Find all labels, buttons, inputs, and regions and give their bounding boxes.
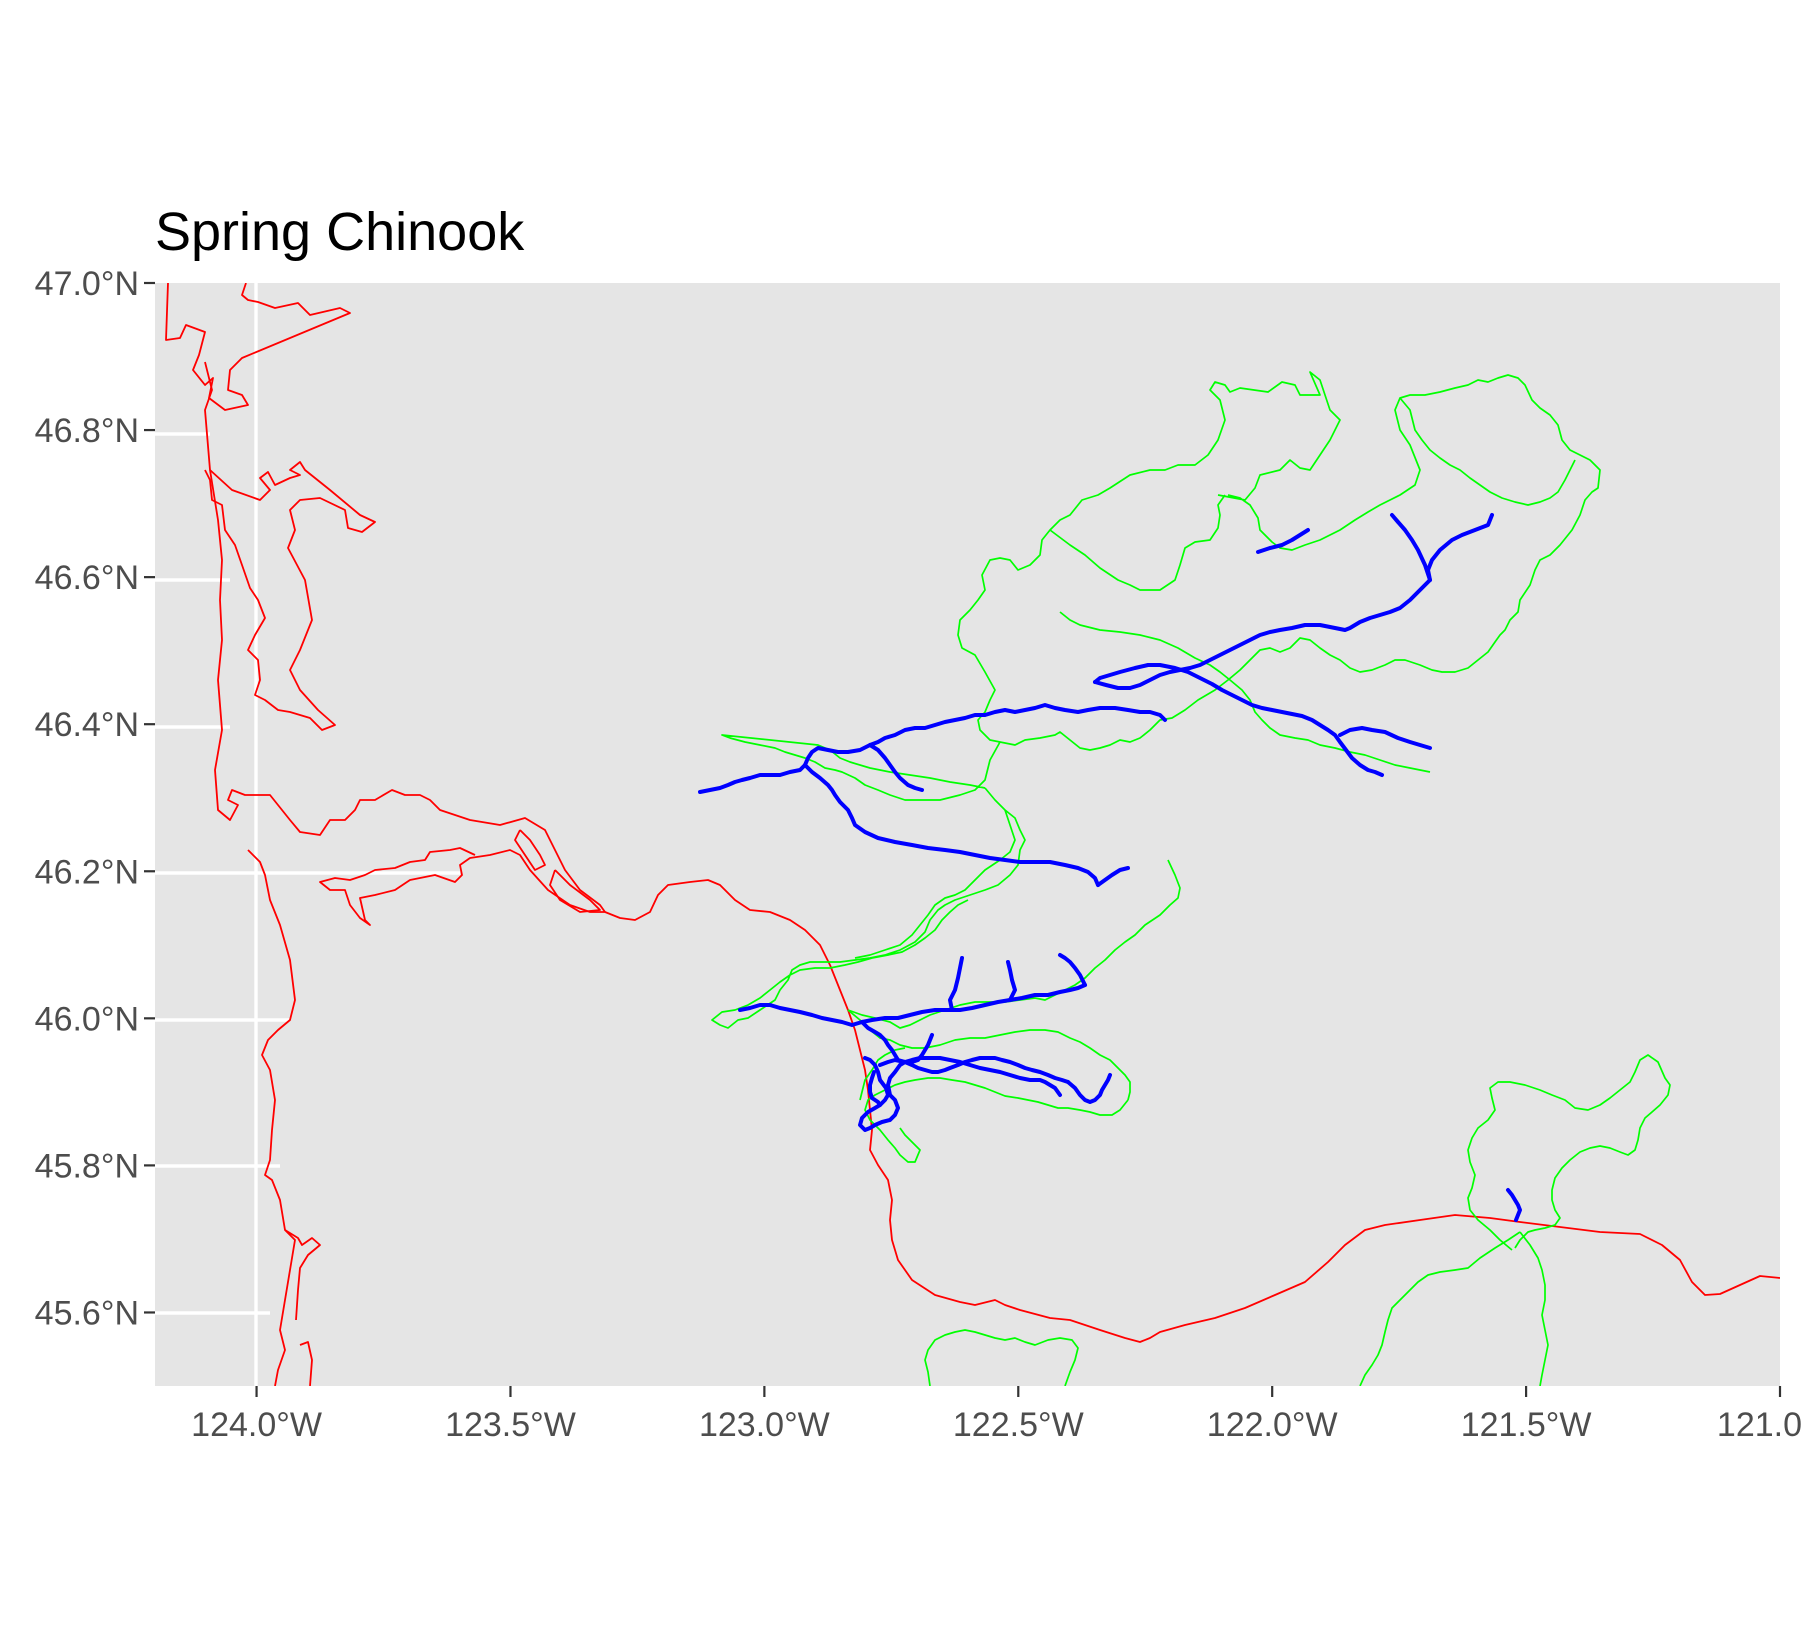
stream-washougal-main	[878, 1056, 1070, 1084]
columbia-river-boundary	[604, 879, 1780, 1343]
stream-lewis	[803, 703, 1167, 767]
stream-washougal-fork	[1066, 1073, 1112, 1104]
watershed-layer	[711, 371, 1671, 1386]
coastline-oregon-coast	[247, 849, 296, 1386]
y-tick-label-46-2-n: 46.2°N	[35, 853, 139, 891]
coastline-columbia-estuary-island-2	[549, 869, 601, 913]
watershed-kalama	[721, 734, 1001, 801]
map-title: Spring Chinook	[155, 202, 525, 262]
stream-coweeman	[738, 983, 1087, 1027]
stream-cowlitz-upper-fork	[1256, 528, 1310, 554]
stream-cowlitz-tributary-north	[1390, 513, 1432, 582]
y-tick-label-46-8-n: 46.8°N	[35, 412, 139, 450]
coastline-long-beach-peninsula	[209, 469, 606, 926]
coastline-columbia-estuary-island	[514, 829, 546, 871]
latitude-axis: 47.0°N 46.8°N 46.6°N 46.4°N 46.2°N 46.0°N 45.8…	[35, 265, 155, 1332]
y-tick-label-46-6-n: 46.6°N	[35, 559, 139, 597]
x-tick-label-121-5-w: 121.5°W	[1461, 1406, 1592, 1444]
x-tick-label-122-5-w: 122.5°W	[953, 1406, 1084, 1444]
stream-toutle	[1096, 866, 1130, 887]
stream-kalama	[698, 763, 807, 794]
y-tick-label-45-6-n: 45.6°N	[35, 1294, 139, 1332]
graticule	[155, 283, 460, 1386]
watershed-lower-columbia-trib	[847, 1009, 1131, 1101]
map-panel	[155, 283, 1780, 1386]
watershed-washougal	[847, 859, 1181, 1029]
stream-washougal-upper	[858, 1056, 1062, 1132]
x-tick-label-124-0-w: 124.0°W	[191, 1406, 322, 1444]
watershed-salmon-creek	[859, 1047, 906, 1101]
stream-coweeman-upper	[1058, 953, 1087, 987]
y-tick-label-46-4-n: 46.4°N	[35, 706, 139, 744]
watershed-lewis-east	[1059, 611, 1431, 773]
stream-cispus-branch	[1338, 726, 1432, 750]
watershed-grays	[854, 809, 1016, 959]
stream-coweeman-branch-1	[948, 956, 964, 1012]
stream-distribution-layer	[698, 513, 1522, 1222]
watershed-hood-river-west	[1359, 1231, 1521, 1386]
stream-lewis-lower	[868, 743, 924, 792]
coastline-north-peninsula	[165, 283, 351, 411]
stream-cispus	[1093, 663, 1384, 777]
coastline-willapa-outer	[204, 361, 376, 731]
watershed-wind-river	[1467, 1054, 1671, 1251]
coastline-layer	[165, 283, 1780, 1386]
x-tick-label-123-5-w: 123.5°W	[445, 1406, 576, 1444]
stream-salmon-creek	[868, 1070, 882, 1107]
x-tick-label-122-0-w: 122.0°W	[1207, 1406, 1338, 1444]
x-tick-label-123-0-w: 123.0°W	[699, 1406, 830, 1444]
longitude-axis: 124.0°W 123.5°W 123.0°W 122.5°W 122.0°W 121.5…	[191, 1386, 1802, 1444]
watershed-cowlitz-upper	[1399, 397, 1576, 506]
stream-kalama-lower	[803, 763, 1100, 887]
x-tick-label-121-0: 121.0	[1717, 1406, 1802, 1444]
watershed-sandy-river	[924, 1329, 1079, 1386]
watershed-hood-river	[1519, 1231, 1549, 1386]
y-tick-label-46-0-n: 46.0°N	[35, 1000, 139, 1038]
watershed-lewis	[1049, 494, 1226, 591]
stream-wind-river	[1506, 1188, 1522, 1222]
watershed-east-fork-lewis	[864, 1077, 1129, 1163]
y-tick-label-47-0-n: 47.0°N	[35, 265, 139, 303]
stream-cowlitz-upper	[1093, 513, 1494, 690]
coastline-oregon-coast-bay-2	[299, 1341, 313, 1386]
watershed-cowlitz	[957, 371, 1601, 751]
coastline-oregon-coast-bay	[284, 1229, 321, 1321]
stream-coweeman-branch-2	[1006, 960, 1017, 1002]
y-tick-label-45-8-n: 45.8°N	[35, 1147, 139, 1185]
watershed-coweeman	[711, 787, 1026, 1029]
